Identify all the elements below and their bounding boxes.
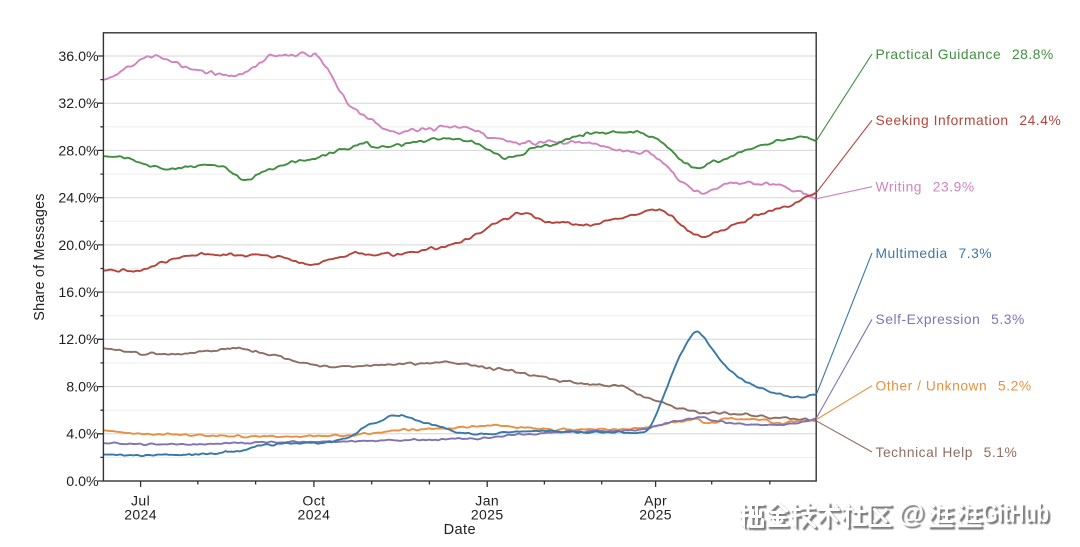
svg-text:32.0%: 32.0% bbox=[58, 96, 99, 112]
svg-text:20.0%: 20.0% bbox=[58, 238, 99, 254]
svg-text:2024: 2024 bbox=[124, 507, 157, 523]
svg-text:Seeking Information 24.4%: Seeking Information 24.4% bbox=[876, 113, 1062, 128]
svg-text:2025: 2025 bbox=[639, 507, 672, 523]
svg-text:2025: 2025 bbox=[471, 507, 504, 523]
svg-text:Self-Expression 5.3%: Self-Expression 5.3% bbox=[876, 312, 1025, 327]
svg-text:Apr: Apr bbox=[644, 493, 667, 509]
svg-text:Multimedia 7.3%: Multimedia 7.3% bbox=[876, 246, 993, 261]
svg-text:GitHub: GitHub bbox=[984, 500, 1051, 530]
svg-text:Jul: Jul bbox=[131, 493, 150, 509]
svg-text:Other / Unknown 5.2%: Other / Unknown 5.2% bbox=[876, 379, 1032, 394]
svg-text:28.0%: 28.0% bbox=[58, 143, 99, 159]
svg-text:Practical Guidance 28.8%: Practical Guidance 28.8% bbox=[876, 47, 1054, 62]
svg-text:12.0%: 12.0% bbox=[58, 332, 99, 348]
svg-text:@: @ bbox=[898, 498, 924, 528]
svg-text:GitHub: GitHub bbox=[982, 498, 1049, 528]
svg-text:Oct: Oct bbox=[302, 493, 325, 509]
svg-text:4.0%: 4.0% bbox=[66, 427, 99, 443]
svg-text:Writing 23.9%: Writing 23.9% bbox=[876, 180, 975, 195]
svg-text:8.0%: 8.0% bbox=[66, 380, 99, 396]
svg-text:Jan: Jan bbox=[475, 493, 499, 509]
svg-text:24.0%: 24.0% bbox=[58, 191, 99, 207]
svg-text:@: @ bbox=[900, 500, 926, 530]
svg-text:2024: 2024 bbox=[298, 507, 331, 523]
svg-text:Date: Date bbox=[444, 522, 476, 538]
svg-text:36.0%: 36.0% bbox=[58, 49, 99, 65]
svg-text:16.0%: 16.0% bbox=[58, 285, 99, 301]
svg-text:Share of Messages: Share of Messages bbox=[32, 193, 48, 320]
svg-text:0.0%: 0.0% bbox=[66, 474, 99, 490]
svg-text:Technical Help 5.1%: Technical Help 5.1% bbox=[876, 445, 1018, 460]
